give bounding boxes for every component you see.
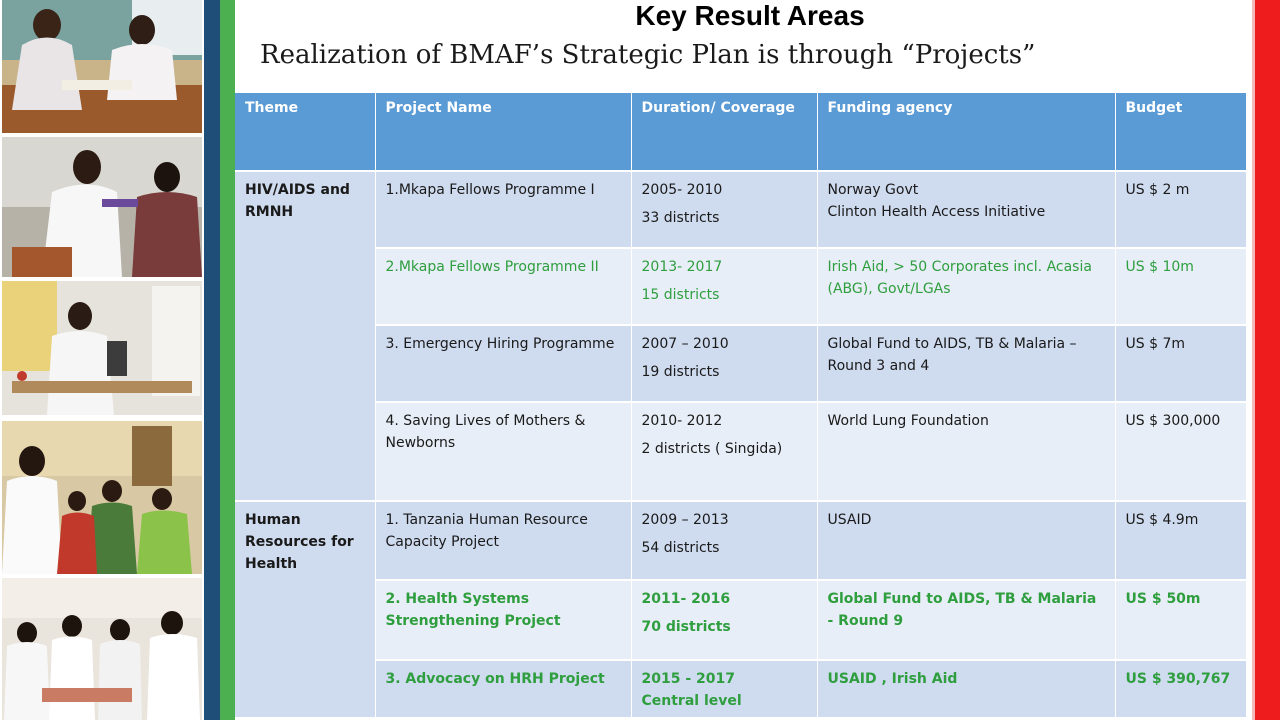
budget-cell: US $ 50m bbox=[1115, 579, 1247, 660]
duration-years: 2009 – 2013 bbox=[641, 512, 729, 528]
photo-students-class bbox=[2, 578, 202, 720]
project-name-cell: 2. Health Systems Strengthening Project bbox=[375, 579, 632, 660]
duration-years: 2013- 2017 bbox=[641, 259, 723, 275]
duration-cell: 2007 – 2010 19 districts bbox=[631, 324, 818, 402]
table-row: 2.Mkapa Fellows Programme II 2013- 2017 … bbox=[235, 247, 1247, 325]
duration-cell: 2013- 2017 15 districts bbox=[631, 247, 818, 325]
duration-years: 2005- 2010 bbox=[641, 182, 723, 198]
right-red-stripe bbox=[1255, 0, 1280, 720]
header-theme: Theme bbox=[235, 93, 376, 171]
duration-cell: 2011- 2016 70 districts bbox=[631, 579, 818, 660]
budget-cell: US $ 4.9m bbox=[1115, 500, 1247, 580]
photo-clinician-patient bbox=[2, 137, 202, 277]
table-row: 2. Health Systems Strengthening Project … bbox=[235, 579, 1247, 660]
coverage: 54 districts bbox=[641, 540, 720, 556]
duration-years: 2011- 2016 bbox=[641, 591, 731, 607]
left-green-stripe bbox=[220, 0, 235, 720]
funding-cell: Global Fund to AIDS, TB & Malaria - Roun… bbox=[817, 579, 1116, 660]
header-project-name: Project Name bbox=[375, 93, 632, 171]
coverage: 15 districts bbox=[641, 287, 720, 303]
header-budget: Budget bbox=[1115, 93, 1247, 171]
duration-years: 2007 – 2010 bbox=[641, 336, 729, 352]
theme-human-resources-for-health: Human Resources for Health bbox=[235, 500, 376, 717]
header-duration-coverage: Duration/ Coverage bbox=[631, 93, 818, 171]
right-stripe-edge bbox=[1252, 0, 1255, 720]
projects-table: Theme Project Name Duration/ Coverage Fu… bbox=[235, 93, 1247, 717]
funding-cell: Global Fund to AIDS, TB & Malaria – Roun… bbox=[817, 324, 1116, 402]
duration-cell: 2010- 2012 2 districts ( Singida) bbox=[631, 401, 818, 501]
funding-cell: USAID , Irish Aid bbox=[817, 659, 1116, 717]
funding-agency-line: Clinton Health Access Initiative bbox=[827, 204, 1046, 220]
funding-agency-line: Norway Govt bbox=[827, 182, 919, 198]
theme-hiv-aids-rmnh: HIV/AIDS and RMNH bbox=[235, 170, 376, 501]
header-funding-agency: Funding agency bbox=[817, 93, 1116, 171]
table-row: 3. Emergency Hiring Programme 2007 – 201… bbox=[235, 324, 1247, 402]
table-header-row: Theme Project Name Duration/ Coverage Fu… bbox=[235, 93, 1247, 171]
table-row: Human Resources for Health 1. Tanzania H… bbox=[235, 500, 1247, 717]
coverage: 33 districts bbox=[641, 210, 720, 226]
photo-nurse-group bbox=[2, 421, 202, 574]
project-name-cell: 2.Mkapa Fellows Programme II bbox=[375, 247, 632, 325]
duration-years: 2010- 2012 bbox=[641, 413, 723, 429]
duration-cell: 2015 - 2017 Central level bbox=[631, 659, 818, 717]
duration-cell: 2005- 2010 33 districts bbox=[631, 170, 818, 248]
coverage: 70 districts bbox=[641, 619, 731, 635]
funding-cell: Irish Aid, > 50 Corporates incl. Acasia … bbox=[817, 247, 1116, 325]
photo-strip bbox=[0, 0, 204, 720]
table-row: 3. Advocacy on HRH Project 2015 - 2017 C… bbox=[235, 659, 1247, 717]
project-name-cell: 4. Saving Lives of Mothers & Newborns bbox=[375, 401, 632, 501]
budget-cell: US $ 7m bbox=[1115, 324, 1247, 402]
photo-health-workers-desk bbox=[2, 0, 202, 133]
budget-cell: US $ 10m bbox=[1115, 247, 1247, 325]
funding-cell: World Lung Foundation bbox=[817, 401, 1116, 501]
project-name-cell: 1.Mkapa Fellows Programme I bbox=[375, 170, 632, 248]
project-name-cell: 1. Tanzania Human Resource Capacity Proj… bbox=[375, 500, 632, 580]
slide-subtitle: Realization of BMAF’s Strategic Plan is … bbox=[260, 40, 1036, 70]
table-row: 4. Saving Lives of Mothers & Newborns 20… bbox=[235, 401, 1247, 501]
project-name-cell: 3. Advocacy on HRH Project bbox=[375, 659, 632, 717]
budget-cell: US $ 390,767 bbox=[1115, 659, 1247, 717]
funding-cell: Norway Govt Clinton Health Access Initia… bbox=[817, 170, 1116, 248]
photo-lab-microscope bbox=[2, 281, 202, 415]
table-row: HIV/AIDS and RMNH 1.Mkapa Fellows Progra… bbox=[235, 170, 1247, 501]
coverage: 19 districts bbox=[641, 364, 720, 380]
project-name-cell: 3. Emergency Hiring Programme bbox=[375, 324, 632, 402]
duration-cell: 2009 – 2013 54 districts bbox=[631, 500, 818, 580]
coverage: 2 districts ( Singida) bbox=[641, 441, 783, 457]
budget-cell: US $ 2 m bbox=[1115, 170, 1247, 248]
funding-cell: USAID bbox=[817, 500, 1116, 580]
budget-cell: US $ 300,000 bbox=[1115, 401, 1247, 501]
coverage: Central level bbox=[641, 693, 742, 709]
slide-title: Key Result Areas bbox=[635, 0, 865, 31]
duration-years: 2015 - 2017 bbox=[641, 671, 736, 687]
left-blue-stripe bbox=[204, 0, 220, 720]
